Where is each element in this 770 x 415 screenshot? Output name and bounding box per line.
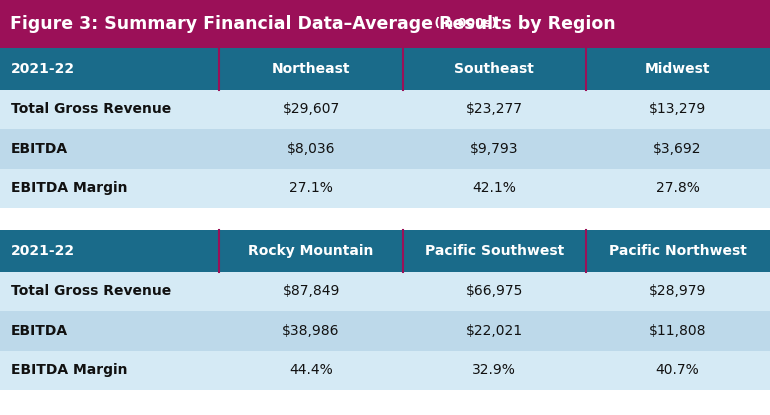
- Bar: [0, 48, 770, 90]
- Bar: [0, 311, 770, 351]
- Bar: [0, 129, 770, 168]
- Text: $38,986: $38,986: [283, 324, 340, 338]
- Text: 32.9%: 32.9%: [473, 363, 516, 377]
- Text: $8,036: $8,036: [287, 142, 335, 156]
- Text: $29,607: $29,607: [283, 103, 340, 116]
- Text: 27.8%: 27.8%: [656, 181, 699, 195]
- Text: Rocky Mountain: Rocky Mountain: [249, 244, 373, 258]
- Text: $9,793: $9,793: [470, 142, 518, 156]
- Text: Figure 3: Summary Financial Data–Average Results by Region: Figure 3: Summary Financial Data–Average…: [10, 15, 616, 33]
- Bar: [0, 90, 770, 129]
- Bar: [0, 351, 770, 390]
- Text: $87,849: $87,849: [283, 284, 340, 298]
- Text: 42.1%: 42.1%: [473, 181, 516, 195]
- Text: EBITDA: EBITDA: [11, 142, 68, 156]
- Text: $23,277: $23,277: [466, 103, 523, 116]
- Text: Pacific Southwest: Pacific Southwest: [425, 244, 564, 258]
- Text: $13,279: $13,279: [649, 103, 706, 116]
- Text: Total Gross Revenue: Total Gross Revenue: [11, 103, 171, 116]
- Bar: [0, 230, 770, 271]
- Text: 2021-22: 2021-22: [11, 244, 75, 258]
- Text: EBITDA Margin: EBITDA Margin: [11, 363, 128, 377]
- Text: $11,808: $11,808: [649, 324, 706, 338]
- Text: EBITDA: EBITDA: [11, 324, 68, 338]
- Text: Midwest: Midwest: [644, 62, 711, 76]
- Text: Pacific Northwest: Pacific Northwest: [608, 244, 747, 258]
- Bar: [0, 271, 770, 311]
- Text: $66,975: $66,975: [466, 284, 523, 298]
- Text: EBITDA Margin: EBITDA Margin: [11, 181, 128, 195]
- Text: 2021-22: 2021-22: [11, 62, 75, 76]
- Text: $28,979: $28,979: [649, 284, 706, 298]
- Text: (in 000s): (in 000s): [430, 17, 497, 30]
- Text: $3,692: $3,692: [654, 142, 701, 156]
- Bar: [0, 390, 770, 415]
- Text: Southeast: Southeast: [454, 62, 534, 76]
- Bar: [0, 168, 770, 208]
- Bar: [0, 208, 770, 230]
- Text: 44.4%: 44.4%: [290, 363, 333, 377]
- Bar: [0, 0, 770, 48]
- Text: Total Gross Revenue: Total Gross Revenue: [11, 284, 171, 298]
- Text: 27.1%: 27.1%: [290, 181, 333, 195]
- Text: 40.7%: 40.7%: [656, 363, 699, 377]
- Text: Northeast: Northeast: [272, 62, 350, 76]
- Text: $22,021: $22,021: [466, 324, 523, 338]
